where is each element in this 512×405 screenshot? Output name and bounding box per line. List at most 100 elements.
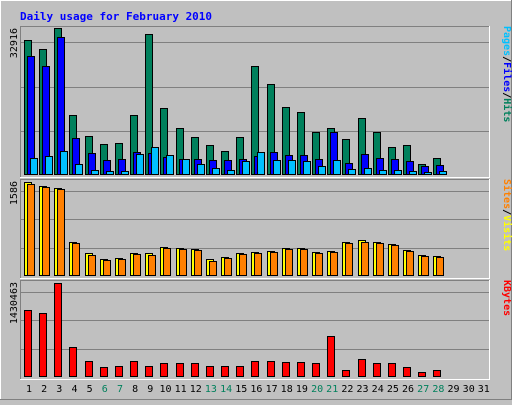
- bar-kbytes-day-15: [236, 366, 244, 377]
- bar-sites-day-22: [345, 243, 353, 276]
- legend-part-1: /: [501, 56, 512, 62]
- x-tick-label-day-16: 16: [250, 384, 262, 395]
- x-tick-label-day-19: 19: [296, 384, 308, 395]
- bar-kbytes-day-3: [54, 283, 62, 377]
- bar-pages-day-4: [75, 164, 83, 175]
- legend-part-0: Sites: [501, 179, 512, 209]
- bar-sites-day-5: [88, 255, 96, 276]
- x-tick-label-day-25: 25: [387, 384, 399, 395]
- bar-pages-day-15: [242, 161, 250, 175]
- bar-pages-day-21: [333, 160, 341, 175]
- bar-pages-day-14: [227, 170, 235, 175]
- bar-pages-day-13: [212, 168, 220, 175]
- bar-kbytes-day-8: [130, 361, 138, 377]
- y-max-label-hits_files_pages: 32916: [9, 28, 20, 58]
- bar-sites-day-15: [239, 254, 247, 276]
- x-axis-day-labels: 1 2 3 4 5 6 7 8 9 10 11 12 13 14 15 16 17 18 19 20 21 22 23 24 2…: [26, 384, 490, 395]
- bar-sites-day-11: [179, 249, 187, 276]
- bar-kbytes-day-24: [373, 363, 381, 377]
- bar-sites-day-8: [133, 254, 141, 276]
- bar-sites-day-21: [330, 252, 338, 276]
- x-tick-label-day-4: 4: [71, 384, 77, 395]
- x-tick-label-day-20: 20: [311, 384, 323, 395]
- bar-sites-day-24: [376, 243, 384, 276]
- x-tick-label-day-18: 18: [281, 384, 293, 395]
- bar-pages-day-24: [379, 170, 387, 175]
- x-tick-label-day-17: 17: [266, 384, 278, 395]
- bar-pages-day-10: [166, 155, 174, 175]
- x-tick-label-day-10: 10: [159, 384, 171, 395]
- bar-pages-day-1: [30, 158, 38, 175]
- x-tick-label-day-12: 12: [190, 384, 202, 395]
- chart-title: Daily usage for February 2010: [20, 10, 212, 23]
- legend-part-3: /: [501, 92, 512, 98]
- panel-hits_files_pages: 32916 Pages/Files/Hits: [9, 26, 512, 178]
- x-tick-label-day-5: 5: [87, 384, 93, 395]
- bar-kbytes-day-5: [85, 361, 93, 377]
- x-tick-label-day-27: 27: [417, 384, 429, 395]
- bar-sites-day-19: [300, 249, 308, 276]
- bar-pages-day-26: [409, 171, 417, 175]
- right-legend-hits_files_pages: Pages/Files/Hits: [501, 26, 512, 122]
- bar-sites-day-7: [118, 259, 126, 276]
- bar-kbytes-day-22: [342, 370, 350, 377]
- bar-sites-day-28: [436, 257, 444, 276]
- legend-part-0: Pages: [501, 26, 512, 56]
- x-tick-label-day-21: 21: [326, 384, 338, 395]
- bar-kbytes-day-1: [24, 310, 32, 377]
- bar-kbytes-day-19: [297, 362, 305, 377]
- bar-sites-day-23: [361, 242, 369, 276]
- bar-pages-day-17: [273, 160, 281, 175]
- right-legend-kbytes: KBytes: [501, 280, 512, 316]
- bar-sites-day-4: [72, 243, 80, 276]
- bar-pages-day-7: [121, 171, 129, 175]
- bar-sites-day-14: [224, 258, 232, 276]
- bar-sites-day-20: [315, 253, 323, 276]
- bar-sites-day-26: [406, 251, 414, 276]
- bar-pages-day-8: [136, 154, 144, 175]
- bar-sites-day-17: [270, 252, 278, 276]
- bar-pages-day-5: [91, 170, 99, 175]
- bar-pages-day-6: [106, 171, 114, 175]
- bar-sites-day-1: [27, 184, 35, 276]
- bar-sites-day-16: [254, 253, 262, 276]
- x-tick-label-day-23: 23: [356, 384, 368, 395]
- bar-sites-day-27: [421, 256, 429, 276]
- x-tick-label-day-14: 14: [220, 384, 232, 395]
- bar-pages-day-20: [318, 166, 326, 175]
- x-tick-label-day-11: 11: [175, 384, 187, 395]
- x-tick-label-day-3: 3: [56, 384, 62, 395]
- bar-pages-day-11: [182, 159, 190, 175]
- legend-part-0: KBytes: [501, 280, 512, 316]
- panel-kbytes: 1430463 KBytes: [9, 280, 512, 380]
- bar-pages-day-16: [257, 152, 265, 175]
- y-max-label-kbytes: 1430463: [9, 282, 20, 324]
- x-tick-label-day-26: 26: [402, 384, 414, 395]
- y-max-label-visits_sites: 1586: [9, 181, 20, 205]
- bar-sites-day-2: [42, 187, 50, 276]
- bar-kbytes-day-10: [160, 363, 168, 377]
- bar-kbytes-day-16: [251, 361, 259, 377]
- bar-kbytes-day-18: [282, 362, 290, 377]
- legend-part-1: /: [501, 209, 512, 215]
- bar-pages-day-3: [60, 151, 68, 175]
- bar-kbytes-day-20: [312, 363, 320, 377]
- x-tick-label-day-2: 2: [41, 384, 47, 395]
- bar-kbytes-day-12: [191, 363, 199, 377]
- bar-kbytes-day-26: [403, 367, 411, 377]
- bar-pages-day-25: [394, 170, 402, 175]
- legend-part-4: Hits: [501, 98, 512, 122]
- bar-files-day-1: [27, 56, 35, 175]
- x-tick-label-day-1: 1: [26, 384, 32, 395]
- x-tick-label-day-28: 28: [432, 384, 444, 395]
- bar-kbytes-day-21: [327, 336, 335, 377]
- bar-pages-day-2: [45, 156, 53, 175]
- bar-sites-day-12: [194, 250, 202, 276]
- bar-kbytes-day-27: [418, 372, 426, 377]
- legend-part-2: Files: [501, 62, 512, 92]
- x-tick-label-day-29: 29: [447, 384, 459, 395]
- x-tick-label-day-6: 6: [102, 384, 108, 395]
